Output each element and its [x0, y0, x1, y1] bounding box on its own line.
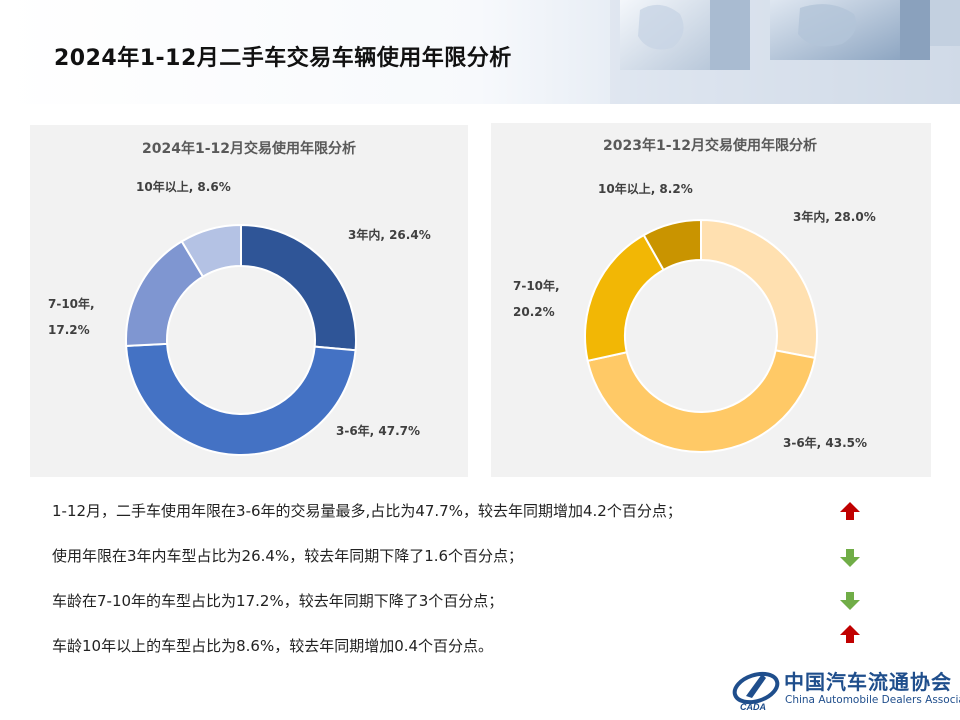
finding-item: 使用年限在3年内车型占比为26.4%，较去年同期下降了1.6个百分点； [52, 543, 872, 588]
slice-label: 3年内, 26.4% [348, 227, 431, 242]
slice-label: 3-6年, 47.7% [336, 423, 420, 438]
logo-mark-text: CADA [740, 702, 766, 712]
donut-chart-2024: 2024年1-12月交易使用年限分析 3年内, 26.4% 3-6年, 47.7% 7… [48, 140, 431, 456]
donut-slice-3 [584, 233, 665, 362]
slice-label: 3-6年, 43.5% [783, 435, 867, 450]
slice-label: 10年以上, 8.6% [136, 179, 231, 194]
page-title: 2024年1-12月二手车交易车辆使用年限分析 [54, 46, 512, 71]
finding-text: 1-12月，二手车使用年限在3-6年的交易量最多,占比为47.7%，较去年同期增… [52, 502, 682, 520]
chart-title: 2024年1-12月交易使用年限分析 [142, 140, 356, 157]
donut-slice-2 [586, 349, 817, 453]
slice-label: 7-10年, 17.2% [48, 296, 95, 337]
finding-item: 车龄在7-10年的车型占比为17.2%，较去年同期下降了3个百分点； [52, 588, 872, 633]
logo-chinese-name: 中国汽车流通协会 [784, 670, 952, 694]
slice-label: 3年内, 28.0% [793, 209, 876, 224]
donut-chart-2023: 2023年1-12月交易使用年限分析 3年内, 28.0% 3-6年, 43.5% 7… [513, 137, 876, 453]
finding-item: 1-12月，二手车使用年限在3-6年的交易量最多,占比为47.7%，较去年同期增… [52, 498, 872, 543]
cada-emblem-icon: CADA [732, 671, 780, 712]
arrow-up-icon [840, 502, 860, 520]
arrow-up-icon [840, 625, 860, 643]
finding-text: 使用年限在3年内车型占比为26.4%，较去年同期下降了1.6个百分点； [52, 547, 524, 565]
logo-english-name: China Automobile Dealers Association [785, 694, 960, 706]
arrow-down-icon [840, 592, 860, 610]
chart-title: 2023年1-12月交易使用年限分析 [603, 137, 817, 154]
chart-panel-2023: 2023年1-12月交易使用年限分析 3年内, 28.0% 3-6年, 43.5% 7… [491, 123, 931, 477]
arrow-down-icon [840, 549, 860, 567]
slice-label: 10年以上, 8.2% [598, 181, 693, 196]
finding-item: 车龄10年以上的车型占比为8.6%，较去年同期增加0.4个百分点。 [52, 625, 872, 678]
donut-slice-4 [642, 218, 702, 272]
cada-logo: CADA 中国汽车流通协会 China Automobile Dealers A… [732, 662, 960, 718]
donut-slice-1 [700, 218, 818, 360]
header-banner: 2024年1-12月二手车交易车辆使用年限分析 [0, 0, 960, 104]
donut-slice-1 [240, 223, 357, 352]
chart-panel-2024: 2024年1-12月交易使用年限分析 3年内, 26.4% 3-6年, 47.7% 7… [30, 125, 468, 477]
donut-slice-4 [180, 223, 242, 278]
slice-label: 7-10年, 20.2% [513, 278, 560, 319]
header-cubes-image [610, 0, 960, 104]
findings-list: 1-12月，二手车使用年限在3-6年的交易量最多,占比为47.7%，较去年同期增… [52, 498, 872, 678]
donut-slice-2 [125, 342, 357, 456]
finding-text: 车龄10年以上的车型占比为8.6%，较去年同期增加0.4个百分点。 [52, 637, 494, 655]
finding-text: 车龄在7-10年的车型占比为17.2%，较去年同期下降了3个百分点； [52, 592, 504, 610]
